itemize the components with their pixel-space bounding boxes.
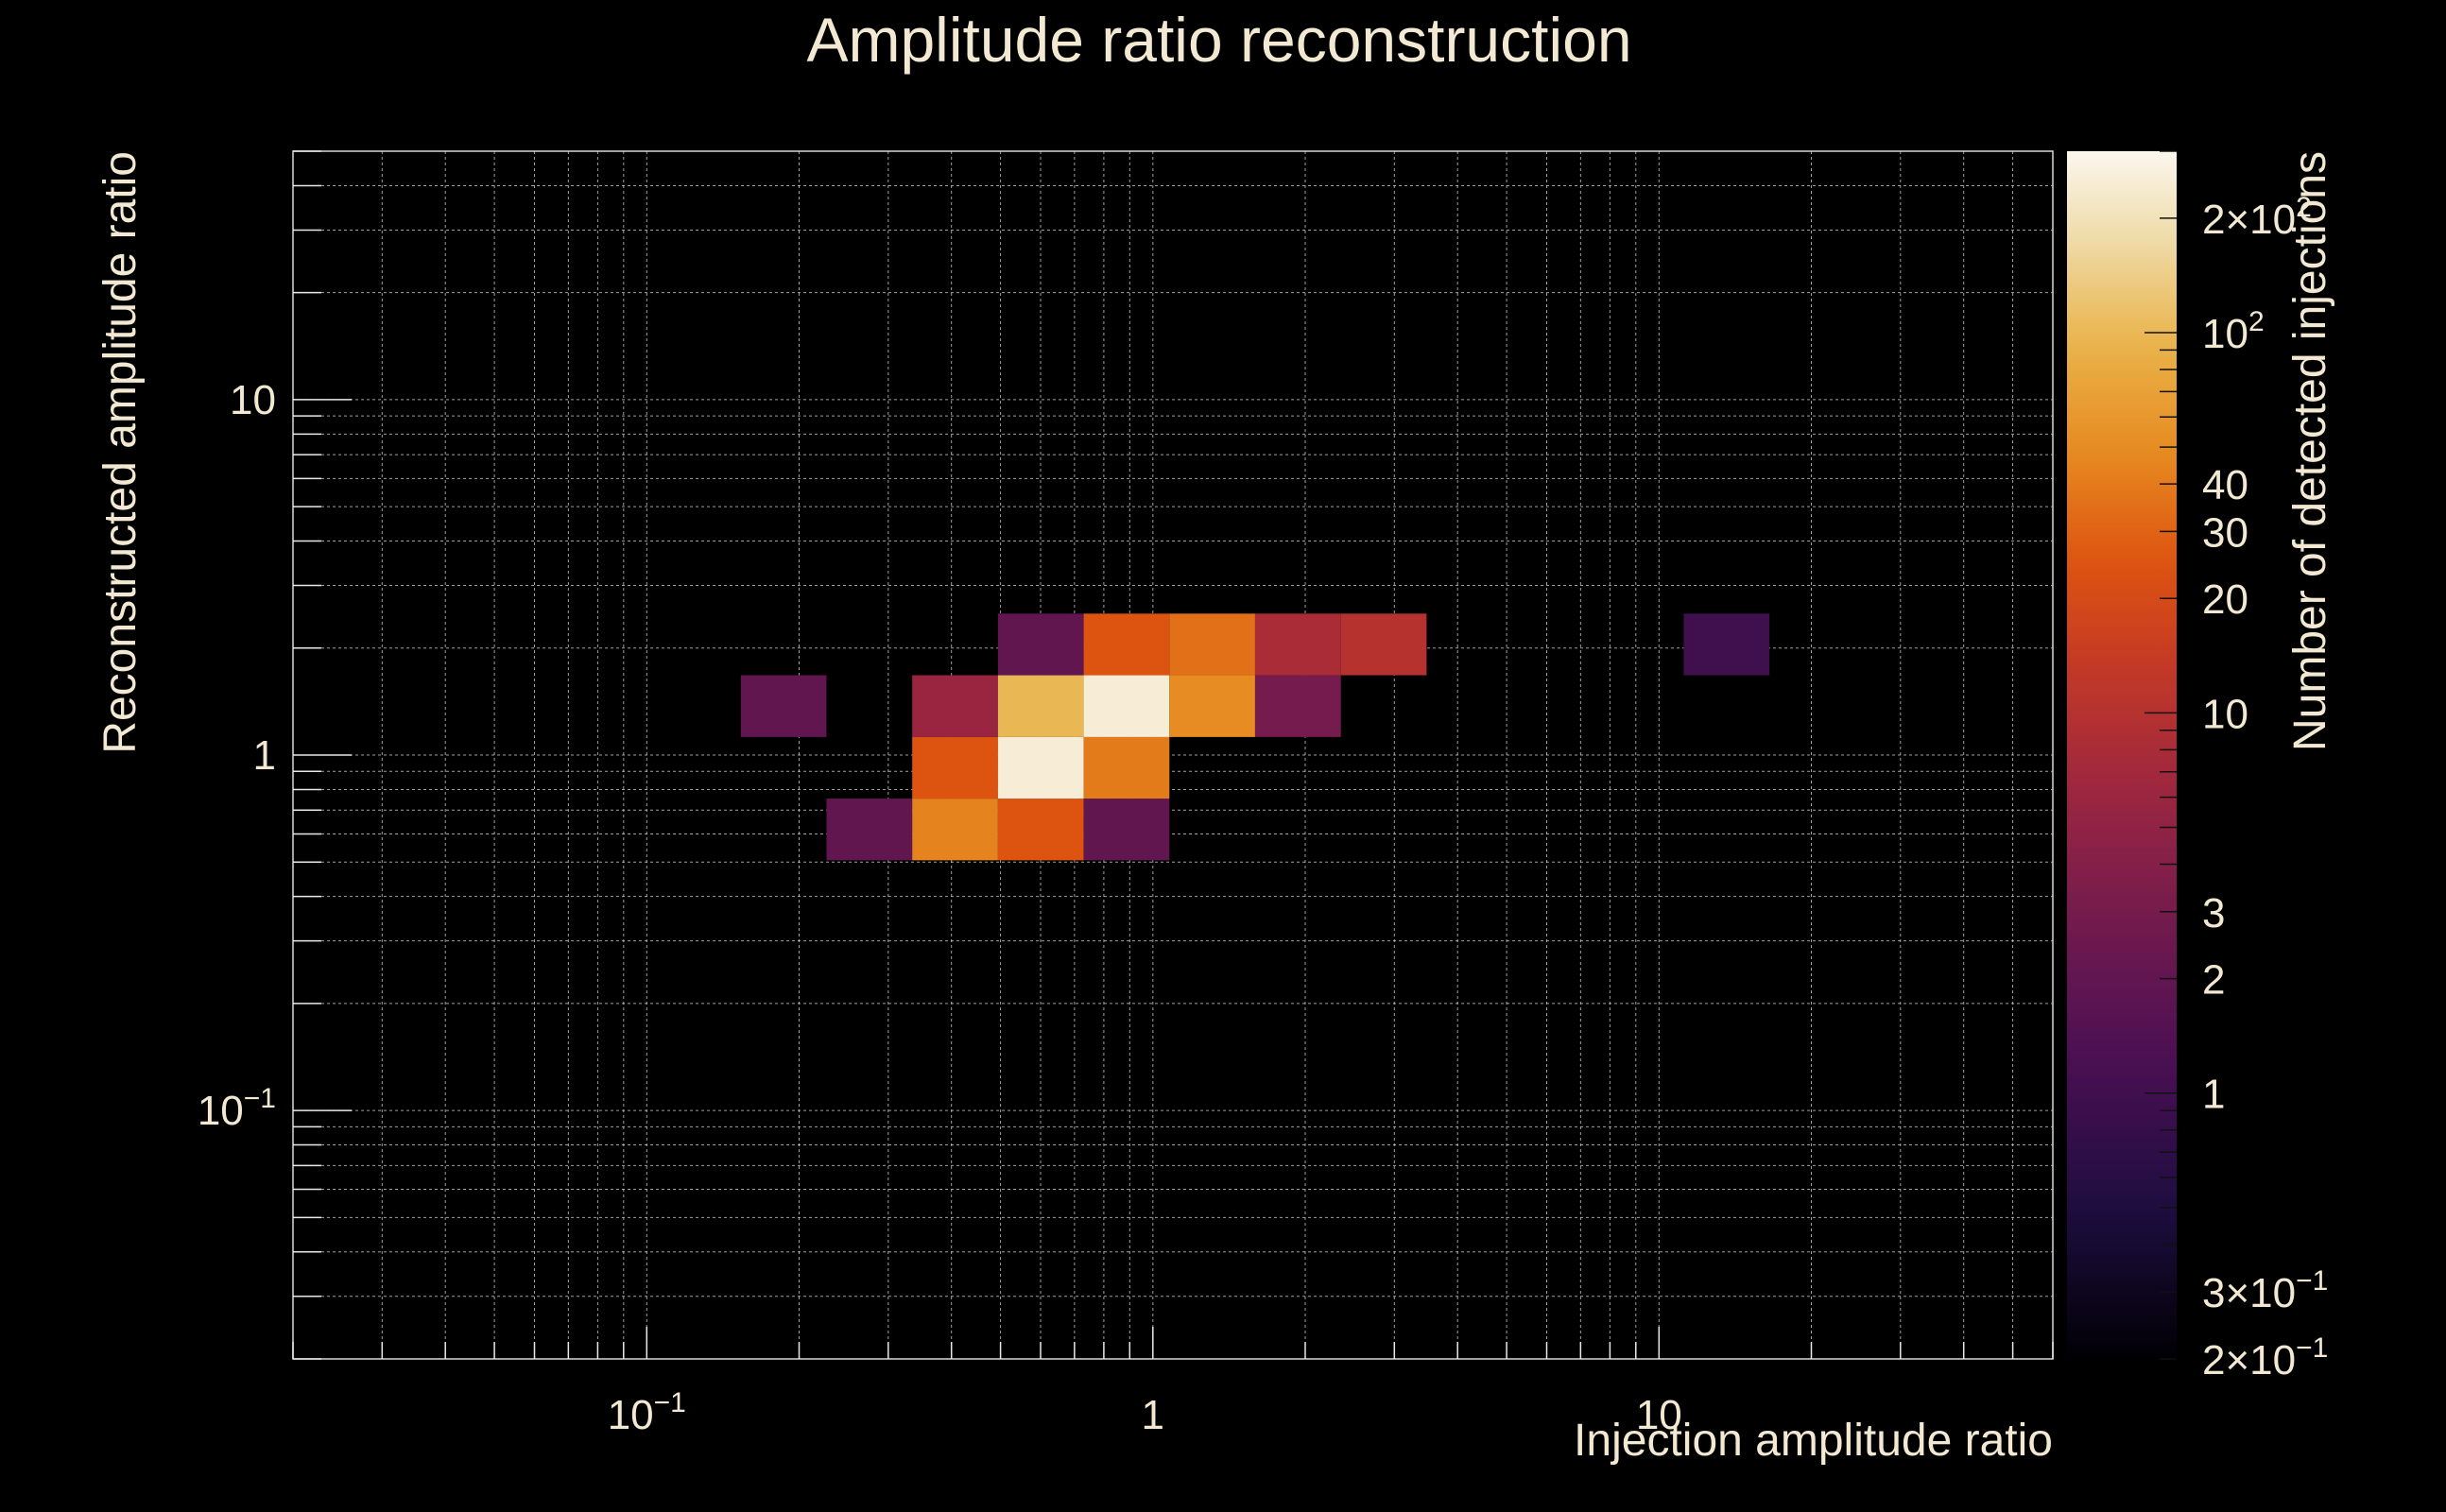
colorbar-tick-label: 20	[2202, 576, 2248, 623]
heatmap-cell	[1254, 613, 1341, 676]
colorbar-tick-label: 2×102	[2202, 192, 2312, 243]
x-tick-label: 10−1	[608, 1387, 686, 1438]
heatmap-cell	[997, 613, 1084, 676]
colorbar-tick-label: 3×10−1	[2202, 1265, 2328, 1316]
heatmap-cell	[1169, 675, 1255, 737]
colorbar-ticks	[2145, 150, 2177, 1360]
heatmap-cells	[740, 613, 1770, 861]
y-axis-label: Reconstructed amplitude ratio	[95, 151, 146, 754]
y-tick-label: 10	[230, 377, 276, 423]
heatmap-cell	[1083, 675, 1170, 737]
colorbar-tick-label: 3	[2202, 890, 2225, 936]
x-tick-label: 10	[1636, 1392, 1682, 1438]
colorbar-tick-label: 30	[2202, 509, 2248, 556]
heatmap-cell	[912, 736, 998, 799]
y-tick-label: 1	[253, 732, 276, 779]
heatmap-cell	[1083, 799, 1170, 861]
y-axis-tick-labels: 10−1 1 10	[198, 377, 276, 1134]
heatmap-cell	[1083, 613, 1170, 676]
x-tick-label: 1	[1142, 1392, 1164, 1438]
colorbar-tick-label: 40	[2202, 462, 2248, 508]
axis-ticks	[292, 150, 2054, 1360]
heatmap-cell	[1340, 613, 1427, 676]
colorbar-tick-label: 2	[2202, 957, 2225, 1004]
colorbar-tick-label: 10	[2202, 691, 2248, 737]
colorbar-tick-label: 2×10−1	[2202, 1332, 2328, 1383]
colorbar-tick-label: 102	[2202, 306, 2265, 357]
x-axis-label: Injection amplitude ratio	[1574, 1416, 2053, 1466]
colorbar	[2067, 151, 2177, 1359]
x-axis-tick-labels: 10−1 1 10	[608, 1387, 1682, 1438]
heatmap-cell	[997, 799, 1084, 861]
heatmap-cell	[740, 675, 827, 737]
heatmap-cell	[997, 675, 1084, 737]
y-tick-label: 10−1	[198, 1083, 276, 1134]
heatmap-cell	[1083, 736, 1170, 799]
colorbar-label: Number of detected injections	[2285, 151, 2335, 751]
chart-title: Amplitude ratio reconstruction	[806, 5, 1631, 75]
grid-lines	[292, 150, 2054, 1360]
heatmap-cell	[912, 675, 998, 737]
heatmap-cell	[1254, 675, 1341, 737]
heatmap-cell	[826, 799, 913, 861]
colorbar-tick-label: 1	[2202, 1072, 2225, 1118]
heatmap-cell	[1683, 613, 1770, 676]
heatmap-cell	[1169, 613, 1255, 676]
heatmap-cell	[912, 799, 998, 861]
heatmap-cell	[997, 736, 1084, 799]
